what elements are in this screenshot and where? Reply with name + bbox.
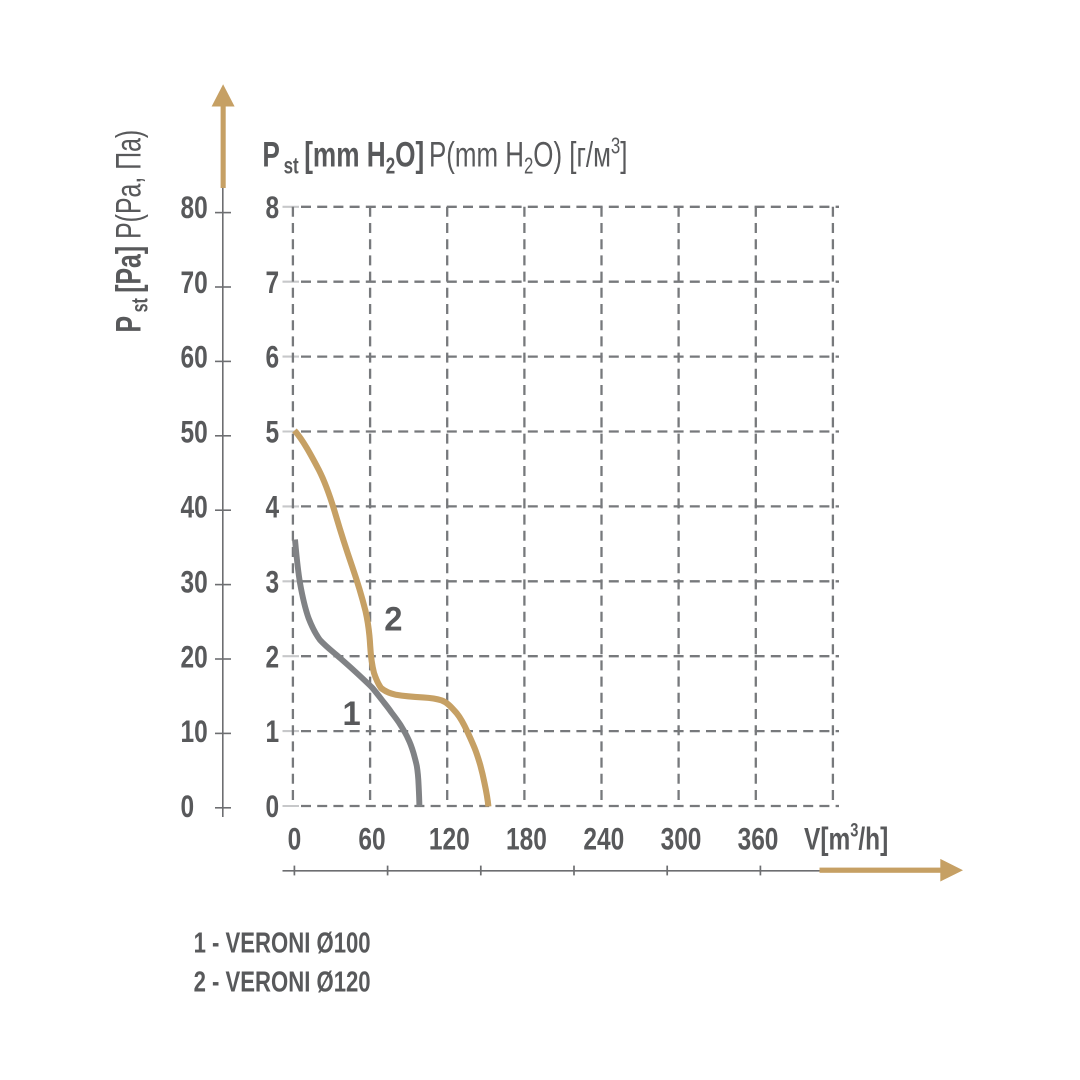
svg-text:50: 50 [181, 415, 208, 451]
svg-text:2: 2 [384, 601, 402, 639]
svg-text:6: 6 [266, 340, 280, 376]
svg-text:Pst[Pa] P(Pa, Па): Pst[Pa] P(Pa, Па) [109, 130, 153, 333]
svg-text:7: 7 [266, 265, 280, 301]
svg-text:2: 2 [266, 639, 280, 675]
svg-text:4: 4 [266, 489, 280, 525]
svg-text:2 - VERONI Ø120: 2 - VERONI Ø120 [194, 967, 371, 998]
svg-text:80: 80 [181, 190, 208, 226]
svg-text:Pst[mm H2O]: Pst [mm H2O] [262, 134, 424, 179]
svg-text:8: 8 [266, 190, 280, 226]
svg-text:360: 360 [738, 821, 779, 857]
svg-text:300: 300 [661, 821, 702, 857]
svg-text:10: 10 [181, 714, 208, 750]
svg-text:5: 5 [266, 415, 280, 451]
svg-text:0: 0 [181, 789, 195, 825]
svg-text:20: 20 [181, 639, 208, 675]
svg-text:180: 180 [506, 821, 547, 857]
svg-text:1: 1 [343, 695, 361, 733]
svg-text:1 - VERONI Ø100: 1 - VERONI Ø100 [194, 928, 371, 959]
svg-text:240: 240 [583, 821, 624, 857]
svg-text:30: 30 [181, 564, 208, 600]
svg-text:0: 0 [266, 789, 280, 825]
svg-text:120: 120 [429, 821, 470, 857]
svg-text:V[m3/h]: V[m3/h] [804, 819, 888, 857]
svg-text:0: 0 [288, 821, 302, 857]
svg-text:60: 60 [181, 340, 208, 376]
svg-text:3: 3 [266, 564, 280, 600]
svg-text:60: 60 [358, 821, 385, 857]
svg-text:1: 1 [266, 714, 280, 750]
svg-text:70: 70 [181, 265, 208, 301]
svg-text:40: 40 [181, 489, 208, 525]
